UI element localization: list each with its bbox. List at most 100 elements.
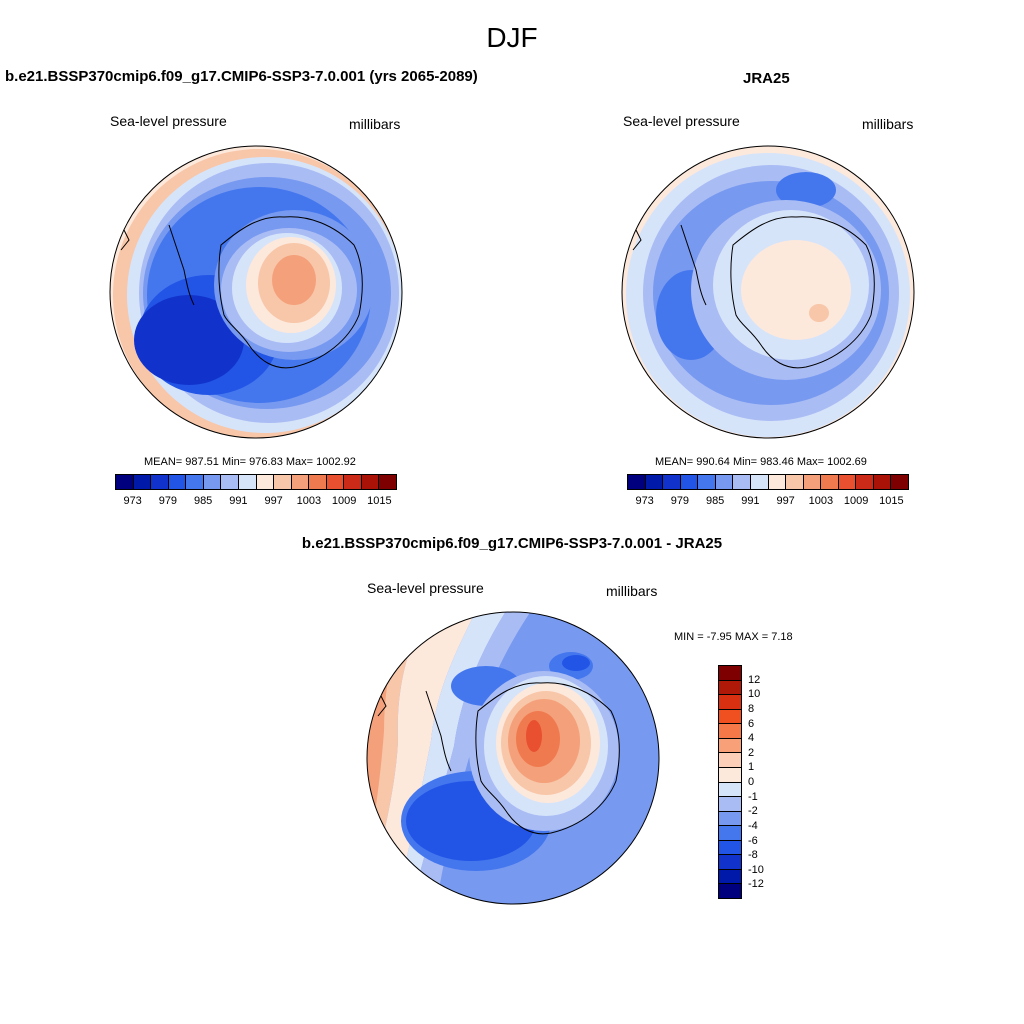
colorbar-swatch — [344, 475, 362, 489]
colorbar-swatch — [838, 475, 857, 489]
colorbar-swatch — [733, 475, 751, 489]
colorbar-tick-label: -8 — [748, 849, 758, 862]
left-polar-map — [109, 145, 403, 439]
colorbar-tick-label: 1 — [748, 761, 755, 774]
left-variable-label: Sea-level pressure — [110, 113, 227, 129]
colorbar-swatch — [719, 797, 741, 812]
colorbar-swatch — [680, 475, 699, 489]
colorbar-swatch — [274, 475, 292, 489]
figure-title: DJF — [486, 22, 538, 53]
colorbar-tick-label: 985 — [193, 495, 213, 507]
colorbar-tick-label: 1009 — [331, 495, 357, 507]
colorbar-tick-label: -12 — [748, 878, 764, 891]
left-colorbar — [115, 474, 397, 490]
left-units-label: millibars — [349, 116, 401, 132]
colorbar-swatch — [719, 840, 741, 856]
colorbar-swatch — [719, 738, 741, 754]
diff-panel-title: b.e21.BSSP370cmip6.f09_g17.CMIP6-SSP3-7.… — [301, 535, 723, 552]
colorbar-swatch — [750, 475, 769, 489]
colorbar-swatch — [628, 475, 646, 489]
left-colorbar-ticks: 973 979 985 991 997 1003 1009 1015 — [115, 495, 397, 509]
diff-colorbar — [718, 665, 742, 899]
colorbar-swatch — [168, 475, 187, 489]
colorbar-tick-label: 8 — [748, 702, 755, 715]
colorbar-swatch — [186, 475, 204, 489]
right-colorbar-ticks: 973 979 985 991 997 1003 1009 1015 — [627, 495, 909, 509]
colorbar-swatch — [645, 475, 664, 489]
colorbar-swatch — [719, 709, 741, 725]
colorbar-swatch — [821, 475, 839, 489]
colorbar-tick-label: -6 — [748, 834, 758, 847]
right-panel-title: JRA25 — [743, 70, 790, 87]
colorbar-tick-label: 991 — [229, 495, 248, 507]
colorbar-swatch — [719, 767, 741, 783]
colorbar-swatch — [891, 475, 908, 489]
right-polar-map — [621, 145, 915, 439]
diff-units-label: millibars — [606, 583, 658, 599]
colorbar-swatch — [698, 475, 716, 489]
colorbar-swatch — [663, 475, 681, 489]
colorbar-swatch — [116, 475, 134, 489]
colorbar-swatch — [719, 869, 741, 885]
colorbar-tick-label: 1003 — [808, 495, 834, 507]
colorbar-tick-label: 12 — [748, 673, 761, 686]
colorbar-swatch — [719, 666, 741, 681]
left-stats: MEAN= 987.51 Min= 976.83 Max= 1002.92 — [144, 456, 356, 468]
colorbar-tick-label: 973 — [635, 495, 654, 507]
colorbar-swatch — [326, 475, 345, 489]
colorbar-swatch — [203, 475, 222, 489]
colorbar-tick-label: 0 — [748, 776, 755, 788]
colorbar-swatch — [256, 475, 275, 489]
diff-stats: MIN = -7.95 MAX = 7.18 — [674, 631, 793, 643]
colorbar-swatch — [719, 855, 741, 870]
colorbar-tick-label: 991 — [741, 495, 760, 507]
colorbar-swatch — [719, 826, 741, 841]
colorbar-swatch — [786, 475, 804, 489]
colorbar-tick-label: -4 — [748, 819, 758, 832]
left-panel-title: b.e21.BSSP370cmip6.f09_g17.CMIP6-SSP3-7.… — [5, 68, 478, 85]
colorbar-swatch — [151, 475, 169, 489]
right-colorbar — [627, 474, 909, 490]
colorbar-swatch — [379, 475, 396, 489]
colorbar-tick-label: -2 — [748, 805, 758, 818]
colorbar-tick-label: 1003 — [296, 495, 322, 507]
colorbar-tick-label: -1 — [748, 790, 758, 803]
diff-polar-map — [366, 611, 660, 905]
right-units-label: millibars — [862, 116, 914, 132]
colorbar-tick-label: 2 — [748, 746, 755, 759]
colorbar-swatch — [719, 811, 741, 827]
colorbar-swatch — [361, 475, 380, 489]
colorbar-tick-label: 973 — [123, 495, 142, 507]
diff-colorbar-ticks: 12 10 8 6 4 2 1 0 -1 -2 -4 -6 -8 -10 -12 — [748, 665, 788, 899]
colorbar-tick-label: 4 — [748, 732, 755, 745]
colorbar-swatch — [768, 475, 787, 489]
colorbar-tick-label: -10 — [748, 863, 764, 876]
colorbar-swatch — [719, 753, 741, 768]
colorbar-swatch — [221, 475, 239, 489]
colorbar-tick-label: 1009 — [843, 495, 869, 507]
colorbar-tick-label: 979 — [670, 495, 690, 507]
colorbar-swatch — [133, 475, 152, 489]
colorbar-tick-label: 997 — [264, 495, 283, 507]
colorbar-tick-label: 985 — [705, 495, 725, 507]
right-stats: MEAN= 990.64 Min= 983.46 Max= 1002.69 — [655, 456, 867, 468]
colorbar-swatch — [291, 475, 310, 489]
colorbar-swatch — [715, 475, 734, 489]
colorbar-swatch — [719, 724, 741, 739]
colorbar-tick-label: 997 — [776, 495, 795, 507]
right-variable-label: Sea-level pressure — [623, 113, 740, 129]
colorbar-swatch — [719, 695, 741, 710]
colorbar-swatch — [873, 475, 892, 489]
colorbar-swatch — [309, 475, 327, 489]
colorbar-swatch — [856, 475, 874, 489]
colorbar-tick-label: 979 — [158, 495, 178, 507]
colorbar-tick-label: 6 — [748, 717, 755, 730]
colorbar-swatch — [719, 782, 741, 798]
colorbar-tick-label: 10 — [748, 688, 761, 701]
colorbar-swatch — [719, 680, 741, 696]
colorbar-swatch — [803, 475, 822, 489]
colorbar-swatch — [719, 884, 741, 898]
colorbar-tick-label: 1015 — [367, 495, 392, 507]
colorbar-swatch — [238, 475, 257, 489]
colorbar-tick-label: 1015 — [879, 495, 904, 507]
